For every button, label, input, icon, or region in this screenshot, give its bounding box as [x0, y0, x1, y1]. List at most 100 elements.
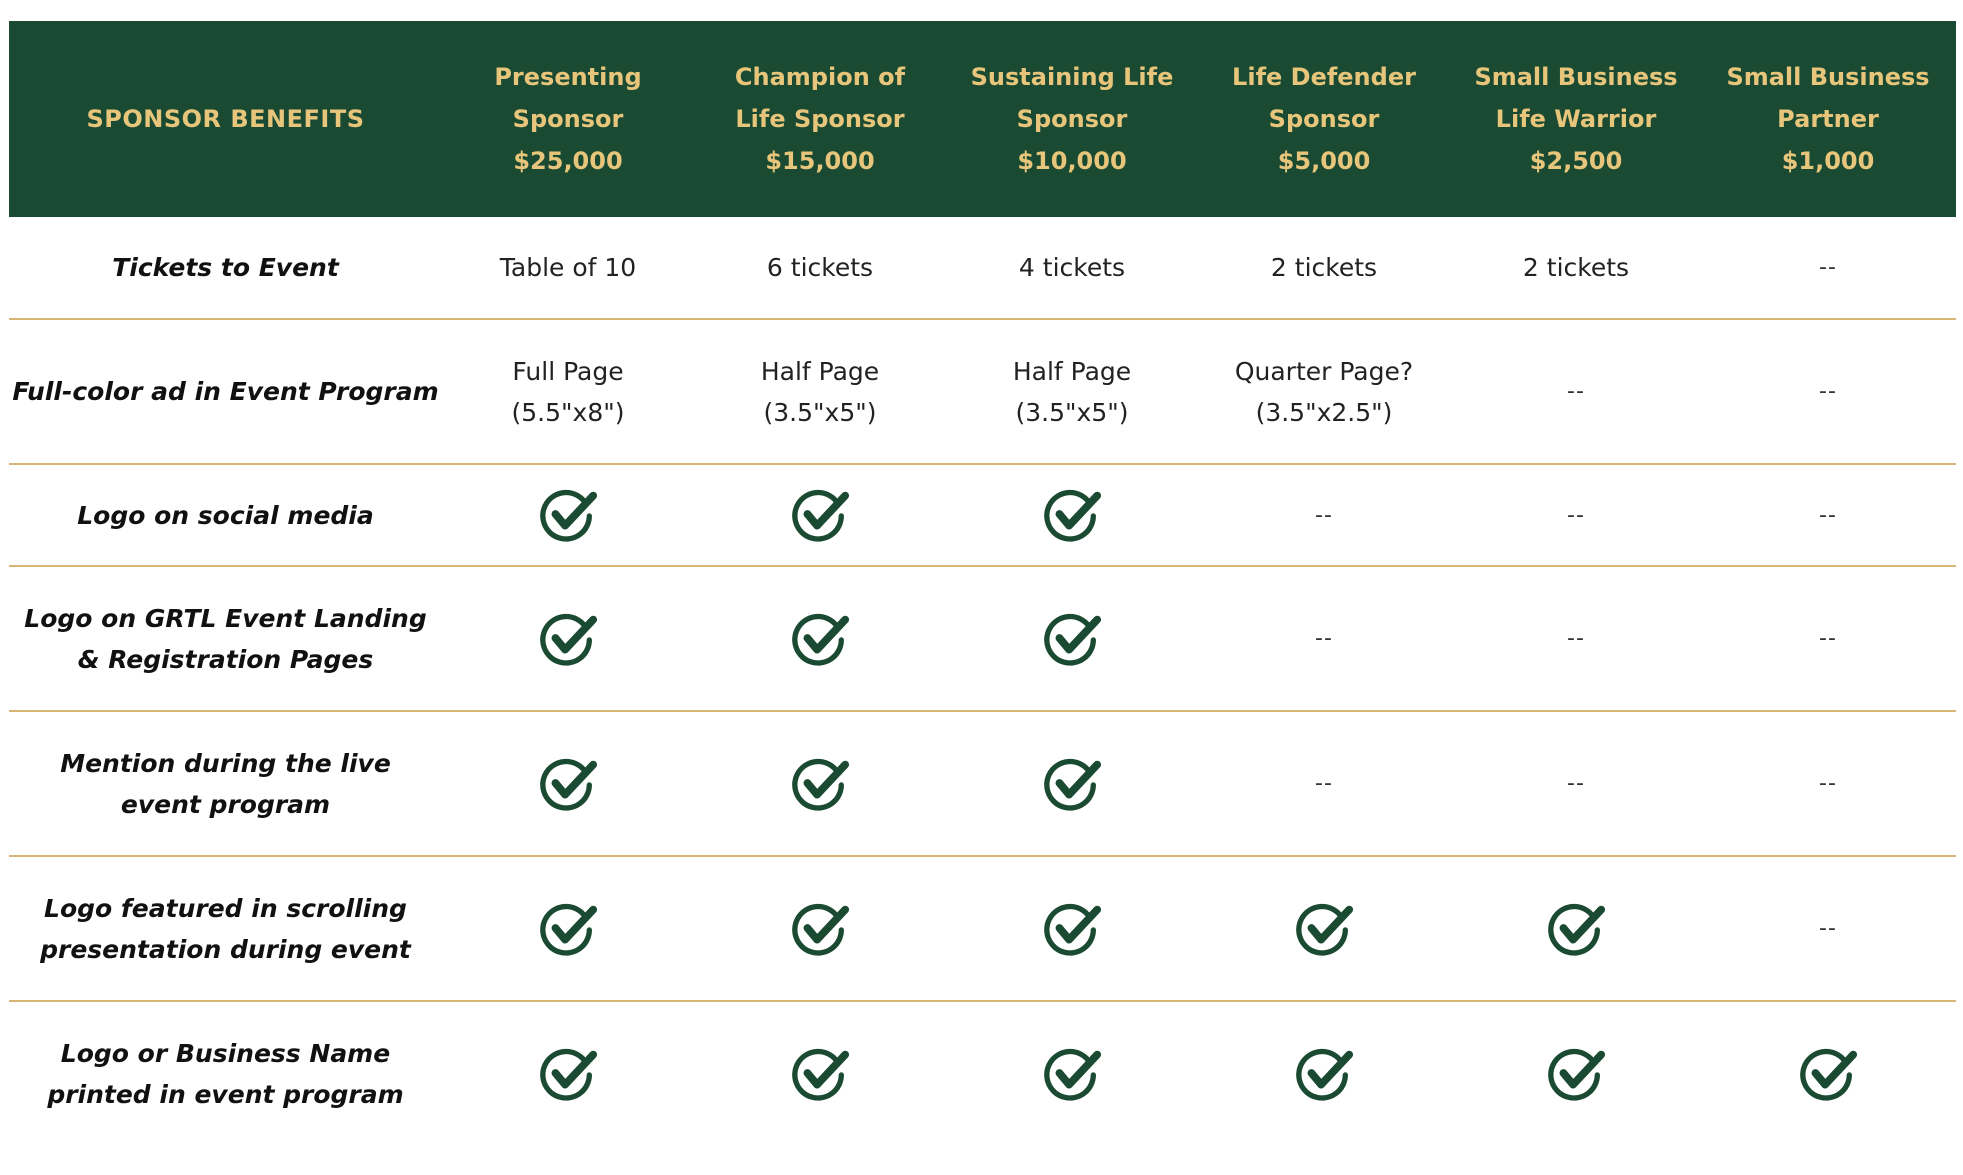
included-cell [442, 1002, 694, 1145]
not-included-cell: -- [1450, 465, 1702, 565]
tier-name-line1: Small Business [1726, 63, 1930, 91]
benefit-label: Logo on social media [9, 465, 442, 565]
included-cell [946, 712, 1198, 855]
tier-name-line1: Life Defender [1232, 63, 1416, 91]
check-circle-icon [1041, 753, 1103, 815]
benefit-value-cell: Half Page (3.5"x5") [946, 320, 1198, 463]
not-included-cell: -- [1450, 712, 1702, 855]
check-circle-icon [1545, 1043, 1607, 1105]
not-included-cell: -- [1702, 217, 1954, 318]
check-circle-icon [1041, 484, 1103, 546]
benefit-label-line: Logo or Business Name [60, 1038, 391, 1068]
included-cell [694, 567, 946, 710]
sponsor-benefits-table: SPONSOR BENEFITS Presenting Sponsor $25,… [9, 21, 1956, 1145]
cell-text: -- [1819, 626, 1837, 651]
tier-name-line2: Life Sponsor [735, 105, 905, 133]
cell-text: -- [1819, 916, 1837, 941]
cell-text: -- [1819, 379, 1837, 404]
included-cell [694, 857, 946, 1000]
check-circle-icon [537, 898, 599, 960]
benefit-label: Logo or Business Name printed in event pr… [9, 1002, 442, 1145]
benefit-value-cell: Table of 10 [442, 217, 694, 318]
cell-text: -- [1567, 626, 1585, 651]
tier-name-line1: Small Business [1474, 63, 1678, 91]
cell-text: (5.5"x8") [511, 397, 625, 427]
benefit-label-line: printed in event program [47, 1079, 404, 1109]
table-header: SPONSOR BENEFITS Presenting Sponsor $25,… [9, 21, 1956, 217]
table-row: Logo on GRTL Event Landing & Registration… [9, 567, 1956, 712]
tier-name-line1: Champion of [734, 63, 906, 91]
cell-text: -- [1567, 771, 1585, 796]
table-row: Full-color ad in Event Program Full Page (… [9, 320, 1956, 465]
cell-text: 6 tickets [766, 253, 874, 282]
benefit-label-line: Logo on social media [77, 500, 374, 530]
cell-text: -- [1819, 771, 1837, 796]
check-circle-icon [789, 1043, 851, 1105]
cell-text: -- [1567, 502, 1585, 528]
table-row: Logo or Business Name printed in event pr… [9, 1002, 1956, 1145]
cell-text: -- [1315, 771, 1333, 796]
included-cell [946, 857, 1198, 1000]
not-included-cell: -- [1450, 320, 1702, 463]
table-row: Logo on social media -- -- -- [9, 465, 1956, 567]
check-circle-icon [1041, 1043, 1103, 1105]
benefit-value-cell: Half Page (3.5"x5") [694, 320, 946, 463]
cell-text: Half Page [760, 356, 880, 386]
benefit-label: Logo on GRTL Event Landing & Registration… [9, 567, 442, 710]
benefit-value-cell: 2 tickets [1198, 217, 1450, 318]
not-included-cell: -- [1198, 712, 1450, 855]
included-cell [442, 712, 694, 855]
benefit-label-line: Logo on GRTL Event Landing [24, 603, 427, 633]
benefit-label-line: Logo featured in scrolling [44, 893, 407, 923]
cell-text: -- [1567, 379, 1585, 404]
included-cell [1702, 1002, 1954, 1145]
included-cell [442, 465, 694, 565]
benefit-label-line: event program [120, 789, 331, 819]
included-cell [1450, 857, 1702, 1000]
not-included-cell: -- [1450, 567, 1702, 710]
benefit-value-cell: Full Page (5.5"x8") [442, 320, 694, 463]
check-circle-icon [789, 753, 851, 815]
benefit-label-line: Tickets to Event [112, 253, 339, 282]
not-included-cell: -- [1702, 567, 1954, 710]
cell-text: -- [1315, 626, 1333, 651]
benefit-label-line: Mention during the live [60, 748, 391, 778]
tier-name-line2: Sponsor [1016, 105, 1128, 133]
cell-text: Half Page [1012, 356, 1132, 386]
included-cell [1450, 1002, 1702, 1145]
cell-text: -- [1819, 502, 1837, 528]
check-circle-icon [537, 1043, 599, 1105]
tier-price: $5,000 [1277, 147, 1371, 175]
header-tier-defender: Life Defender Sponsor $5,000 [1198, 56, 1450, 182]
tier-name-line2: Sponsor [1268, 105, 1380, 133]
check-circle-icon [1293, 898, 1355, 960]
table-row: Logo featured in scrolling presentation d… [9, 857, 1956, 1002]
check-circle-icon [789, 484, 851, 546]
benefit-label-line: Full-color ad in Event Program [12, 377, 439, 406]
header-tier-warrior: Small Business Life Warrior $2,500 [1450, 56, 1702, 182]
not-included-cell: -- [1198, 465, 1450, 565]
check-circle-icon [789, 608, 851, 670]
header-benefits-label: SPONSOR BENEFITS [86, 105, 365, 133]
included-cell [694, 712, 946, 855]
included-cell [442, 857, 694, 1000]
tier-name-line1: Presenting [494, 63, 642, 91]
not-included-cell: -- [1702, 320, 1954, 463]
included-cell [694, 465, 946, 565]
table-row: Tickets to Event Table of 10 6 tickets 4 ti… [9, 217, 1956, 320]
not-included-cell: -- [1702, 857, 1954, 1000]
check-circle-icon [537, 608, 599, 670]
included-cell [946, 567, 1198, 710]
header-tier-champion: Champion of Life Sponsor $15,000 [694, 56, 946, 182]
cell-text: 4 tickets [1018, 253, 1126, 282]
cell-text: (3.5"x2.5") [1255, 397, 1393, 427]
benefit-label: Full-color ad in Event Program [9, 320, 442, 463]
tier-price: $2,500 [1529, 147, 1623, 175]
included-cell [1198, 857, 1450, 1000]
tier-name-line1: Sustaining Life [970, 63, 1174, 91]
included-cell [946, 465, 1198, 565]
check-circle-icon [1797, 1043, 1859, 1105]
check-circle-icon [1041, 898, 1103, 960]
tier-name-line2: Partner [1777, 105, 1879, 133]
check-circle-icon [1545, 898, 1607, 960]
